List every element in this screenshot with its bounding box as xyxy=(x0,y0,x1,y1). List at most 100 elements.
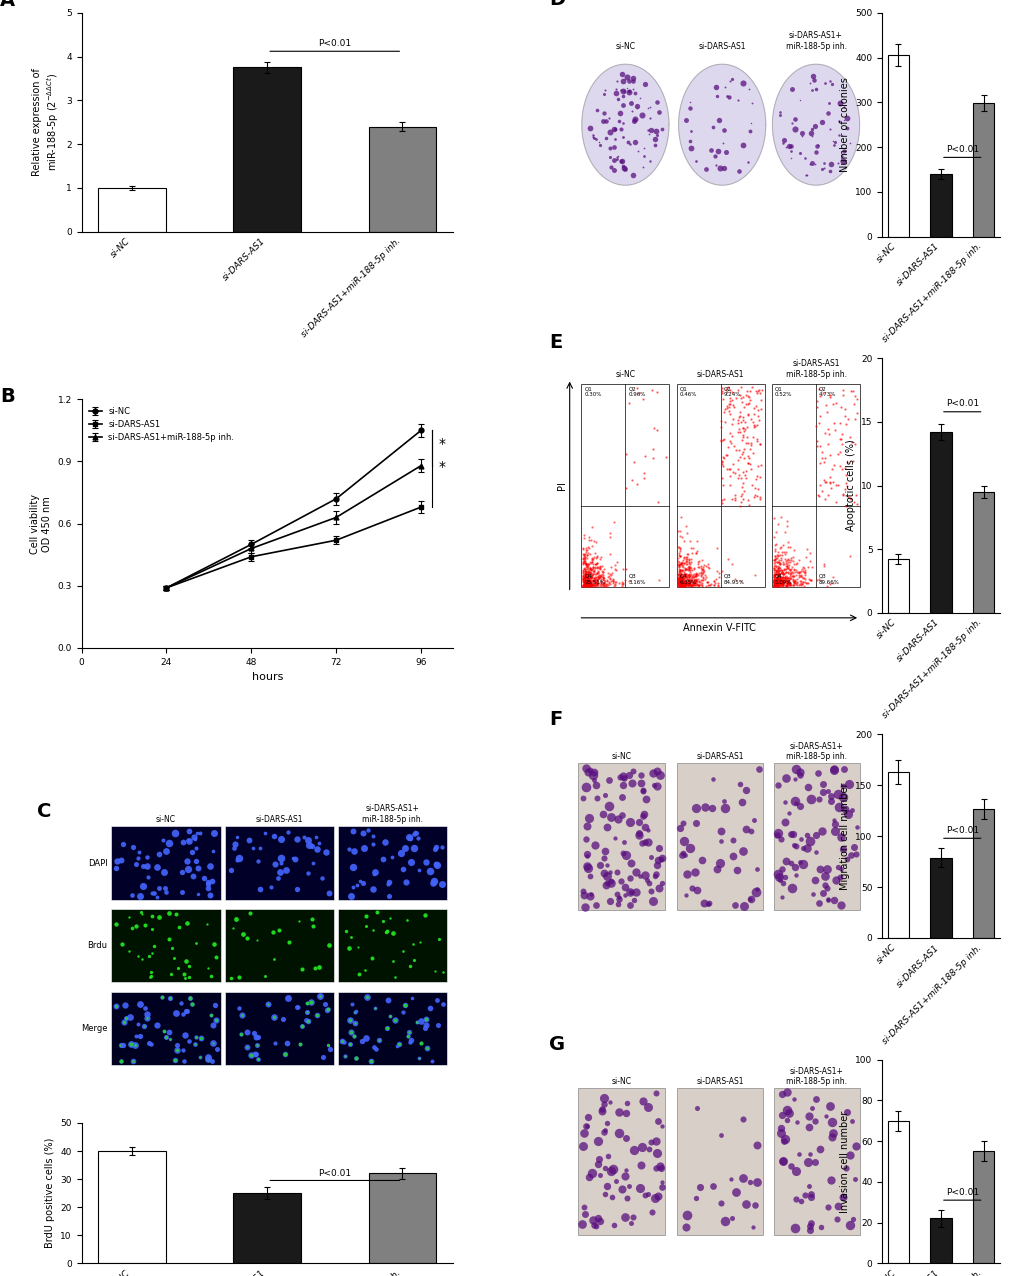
Point xyxy=(765,574,782,595)
Point xyxy=(577,559,593,579)
Point xyxy=(780,551,796,572)
Point xyxy=(672,521,688,541)
Text: Q3
84.95%: Q3 84.95% xyxy=(722,574,744,584)
Point xyxy=(747,416,763,436)
Point xyxy=(730,458,746,478)
Point xyxy=(739,445,755,466)
Point xyxy=(790,563,806,583)
Point xyxy=(671,545,687,565)
Point xyxy=(590,568,606,588)
Point xyxy=(683,560,699,581)
Point xyxy=(810,475,826,495)
Point xyxy=(580,567,596,587)
Point xyxy=(792,570,808,591)
Point xyxy=(770,572,787,592)
Point xyxy=(788,553,804,573)
Point xyxy=(772,570,789,591)
Point xyxy=(730,419,746,439)
Point xyxy=(768,567,785,587)
Point xyxy=(589,561,605,582)
Point xyxy=(766,570,783,591)
Point xyxy=(687,574,703,595)
Text: DAPI: DAPI xyxy=(88,859,107,868)
Point xyxy=(692,565,708,586)
Point xyxy=(677,572,693,592)
Point xyxy=(578,575,594,596)
Point xyxy=(790,561,806,582)
Point xyxy=(773,570,790,591)
Point xyxy=(590,565,606,586)
Point xyxy=(765,575,782,596)
Point xyxy=(841,546,857,567)
Point xyxy=(577,573,593,593)
Point xyxy=(677,564,693,584)
Point xyxy=(671,572,687,592)
Point xyxy=(588,558,604,578)
Point xyxy=(775,559,792,579)
Point xyxy=(746,487,762,508)
Point xyxy=(741,495,757,516)
Point xyxy=(671,556,687,577)
Point xyxy=(677,516,693,536)
Point xyxy=(682,565,698,586)
Point xyxy=(683,570,699,591)
Point xyxy=(676,572,692,592)
Point xyxy=(669,574,686,595)
Point xyxy=(673,569,689,590)
Point xyxy=(671,560,687,581)
Point xyxy=(586,542,602,563)
Point xyxy=(822,477,839,498)
Point xyxy=(588,572,604,592)
Point xyxy=(768,575,785,596)
Point xyxy=(766,575,783,596)
Point xyxy=(773,561,790,582)
Point xyxy=(676,553,692,573)
Point xyxy=(584,564,600,584)
Point xyxy=(772,570,789,591)
Point xyxy=(766,574,783,595)
Point xyxy=(814,383,830,403)
Point xyxy=(744,475,760,495)
Point xyxy=(779,563,795,583)
Point xyxy=(594,574,610,595)
Point xyxy=(673,568,689,588)
Point xyxy=(577,554,593,574)
Point xyxy=(827,475,844,495)
Point xyxy=(783,565,799,586)
Text: si-NC: si-NC xyxy=(611,752,631,760)
Point xyxy=(848,485,864,505)
Point xyxy=(576,568,592,588)
Point xyxy=(720,424,737,444)
Point xyxy=(767,563,784,583)
Point xyxy=(685,568,701,588)
Point xyxy=(685,573,701,593)
Point xyxy=(594,575,610,596)
Point xyxy=(581,569,597,590)
Point xyxy=(582,573,598,593)
Point xyxy=(767,574,784,595)
Point xyxy=(671,561,687,582)
Bar xyxy=(111,991,221,1065)
Point xyxy=(769,573,786,593)
Point xyxy=(738,416,754,436)
Point xyxy=(771,572,788,592)
Point xyxy=(580,570,596,591)
Point xyxy=(581,572,597,592)
Point xyxy=(657,447,674,467)
Point xyxy=(720,458,737,478)
Point xyxy=(576,564,592,584)
Point xyxy=(673,570,689,591)
Point xyxy=(740,394,756,415)
Point xyxy=(578,568,594,588)
Point xyxy=(791,570,807,591)
Point xyxy=(671,554,687,574)
Text: Q2
0.96%: Q2 0.96% xyxy=(628,387,645,397)
Point xyxy=(679,573,695,593)
Point xyxy=(581,561,597,582)
Point xyxy=(780,532,796,553)
Point xyxy=(672,574,688,595)
Point xyxy=(733,412,749,433)
Point xyxy=(673,565,689,586)
Point xyxy=(680,565,696,586)
Point xyxy=(672,570,688,591)
